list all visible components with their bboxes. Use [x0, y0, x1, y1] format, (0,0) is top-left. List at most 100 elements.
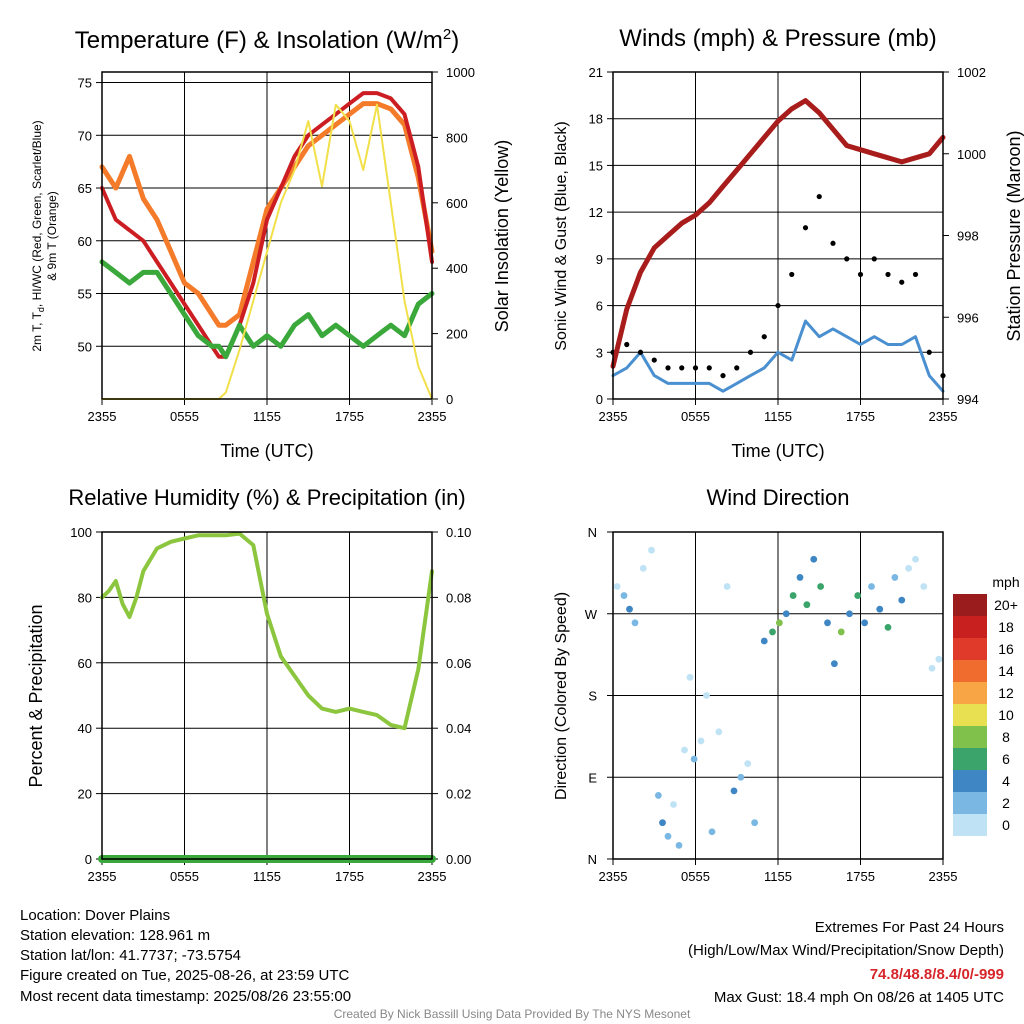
panel4-direction-point: [659, 819, 666, 827]
legend-swatch: [953, 594, 987, 616]
panel4-direction-point: [775, 619, 783, 627]
legend-label: 8: [1002, 729, 1010, 745]
panel2-gust-point: [734, 365, 740, 371]
panel1-y2tick-label: 600: [446, 196, 468, 211]
extremes-desc: (High/Low/Max Wind/Precipitation/Snow De…: [688, 942, 1004, 959]
panel1-y2tick-label: 800: [446, 130, 468, 145]
panel4-direction-point: [690, 755, 698, 763]
panel4-direction-point: [613, 583, 621, 590]
footer-recent: Most recent data timestamp: 2025/08/26 2…: [20, 988, 352, 1005]
panel2-y2tick-label: 1000: [957, 147, 986, 162]
panel4-direction-point: [626, 605, 633, 613]
footer-location: Location: Dover Plains: [20, 907, 171, 924]
legend-swatch: [953, 682, 987, 704]
panel4-direction-point: [730, 787, 738, 795]
panel2-y2tick-label: 994: [957, 392, 979, 407]
panel4-direction-point: [681, 746, 688, 754]
panel4-direction-point: [620, 592, 628, 599]
panel3-y2tick-label: 0.10: [446, 525, 471, 540]
panel2-ytick-label: 12: [589, 205, 603, 220]
panel1-ytick-label: 60: [78, 234, 92, 249]
panel2-gust-point: [775, 302, 781, 309]
panel2-xtick-label: 2355: [599, 409, 628, 424]
panel2-xtick-label: 0555: [681, 409, 710, 424]
panel4-direction-point: [868, 583, 875, 590]
panel2-xtick-label: 1155: [764, 409, 792, 424]
panel4-direction-point: [715, 728, 723, 736]
legend-swatch: [953, 726, 987, 748]
panel2-y2tick-label: 996: [957, 310, 979, 325]
panel4-direction-point: [769, 628, 776, 636]
panel4-direction-point: [664, 832, 672, 840]
legend-label: 6: [1002, 751, 1010, 767]
panel4-direction-point: [744, 760, 752, 768]
panel3-xtick-label: 0555: [170, 869, 199, 884]
panel4-direction-point: [846, 610, 853, 618]
panel1-xtick-label: 1755: [335, 409, 364, 424]
panel4-direction-point: [898, 596, 906, 604]
credit-line: Created By Nick Bassill Using Data Provi…: [333, 1007, 691, 1021]
panel4-direction-point: [912, 555, 919, 563]
legend-swatch: [953, 770, 987, 792]
panel2-gust-point: [624, 341, 630, 348]
panel3-ytick-label: 40: [78, 721, 92, 736]
panel3-series-0: [100, 531, 434, 731]
legend-swatch: [953, 814, 987, 836]
footer-latlon: Station lat/lon: 41.7737; -73.5754: [20, 947, 242, 964]
legend-label: 2: [1002, 795, 1010, 811]
panel4-direction-point: [824, 619, 831, 627]
panel2-gust-point: [899, 279, 905, 285]
panel1-y2tick-label: 400: [446, 261, 468, 276]
panel4-direction-point: [697, 737, 705, 745]
panel2-ytick-label: 0: [596, 392, 603, 407]
extremes-values: 74.8/48.8/8.4/0/-999: [869, 966, 1004, 983]
panel3-ylabel: Percent & Precipitation: [26, 604, 46, 787]
panel3-y2tick-label: 0.04: [446, 721, 471, 736]
panel3-frame: [101, 531, 433, 860]
panel2-xtick-label: 1755: [846, 409, 875, 424]
panel2-y2tick-label: 998: [957, 229, 979, 244]
panel1-frame: [101, 71, 433, 400]
panel4-ytick-label: N: [588, 852, 597, 867]
panel3-ytick-label: 20: [78, 787, 92, 802]
panel4-direction-point: [675, 841, 683, 849]
panel2-gust-point: [912, 271, 919, 278]
panel4-ytick-label: N: [588, 525, 597, 540]
panel3-xtick-label: 1755: [335, 869, 364, 884]
panel1-ytick-label: 50: [78, 339, 92, 354]
legend-swatch: [953, 704, 987, 726]
panel1-series-0: [99, 101, 435, 328]
panel1-title-sup: 2: [443, 26, 451, 43]
panel2-gust-point: [747, 349, 754, 355]
extremes-title: Extremes For Past 24 Hours: [814, 919, 1004, 936]
legend-label: 20+: [994, 597, 1018, 613]
panel4-direction-point: [861, 619, 869, 627]
panel2-ylabel: Sonic Wind & Gust (Blue, Black): [553, 121, 570, 350]
panel1-ylabel-2: & 9m T (Orange): [45, 191, 59, 281]
panel2-ytick-label: 21: [589, 65, 603, 80]
panel2-gust-point: [679, 365, 685, 371]
legend-label: 12: [998, 685, 1014, 701]
panel2-gust-point: [720, 373, 726, 379]
panel4-direction-point: [648, 546, 655, 554]
panel4-direction-point: [782, 610, 790, 618]
panel3-xtick-label: 1155: [253, 869, 281, 884]
panel2-gust-point: [926, 349, 932, 355]
panel4-direction-point: [905, 564, 913, 572]
panel2-gust-point: [789, 271, 795, 278]
legend-label: 16: [998, 641, 1014, 657]
panel1-ytick-label: 65: [78, 181, 92, 196]
panel4-direction-point: [884, 623, 892, 631]
panel4-direction-point: [854, 592, 862, 599]
panel4-direction-point: [817, 583, 825, 590]
panel4-direction-point: [639, 564, 647, 572]
panel4-direction-point: [928, 664, 936, 672]
panel2-gust-point: [816, 193, 822, 200]
panel4-direction-point: [803, 601, 811, 609]
panel2-gust-point: [857, 271, 864, 278]
panel4-direction-point: [876, 605, 884, 613]
panel2-ytick-label: 15: [589, 158, 603, 173]
panel4-direction-point: [796, 574, 804, 581]
panel4-direction-point: [920, 583, 928, 590]
